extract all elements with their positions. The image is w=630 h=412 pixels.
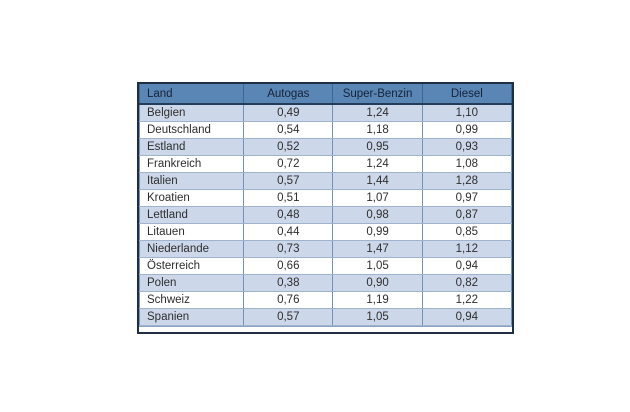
value-cell: 1,18 [332,120,423,139]
country-cell: Deutschland [138,120,245,139]
value-cell: 0,98 [332,205,423,224]
value-cell: 1,47 [332,239,423,258]
country-cell: Polen [138,273,245,292]
country-cell: Niederlande [138,239,245,258]
value-cell: 1,24 [332,154,423,173]
header-cell-diesel: Diesel [421,84,513,105]
value-cell: 0,73 [243,239,334,258]
table-row: Österreich 0,66 1,05 0,94 [138,256,513,275]
fuel-price-table: Land Autogas Super-Benzin Diesel Belgien… [138,84,513,326]
empty-footer-row [139,325,512,332]
value-cell: 0,38 [243,273,334,292]
fuel-price-table-container: Land Autogas Super-Benzin Diesel Belgien… [137,82,514,334]
table-row: Italien 0,57 1,44 1,28 [138,171,513,190]
value-cell: 0,49 [243,103,334,122]
value-cell: 0,52 [243,137,334,156]
value-cell: 1,10 [421,103,513,122]
header-cell-super-benzin: Super-Benzin [332,84,423,105]
table-row: Litauen 0,44 0,99 0,85 [138,222,513,241]
value-cell: 0,99 [332,222,423,241]
value-cell: 0,94 [421,256,513,275]
table-body: Belgien 0,49 1,24 1,10 Deutschland 0,54 … [138,103,513,326]
country-cell: Österreich [138,256,245,275]
table-row: Niederlande 0,73 1,47 1,12 [138,239,513,258]
value-cell: 0,51 [243,188,334,207]
country-cell: Spanien [138,307,245,326]
value-cell: 0,66 [243,256,334,275]
value-cell: 0,94 [421,307,513,326]
header-row: Land Autogas Super-Benzin Diesel [138,84,513,105]
value-cell: 0,82 [421,273,513,292]
value-cell: 0,76 [243,290,334,309]
header-cell-autogas: Autogas [243,84,334,105]
table-row: Spanien 0,57 1,05 0,94 [138,307,513,326]
country-cell: Belgien [138,103,245,122]
value-cell: 0,97 [421,188,513,207]
table-row: Polen 0,38 0,90 0,82 [138,273,513,292]
value-cell: 0,54 [243,120,334,139]
table-row: Deutschland 0,54 1,18 0,99 [138,120,513,139]
country-cell: Estland [138,137,245,156]
table-row: Frankreich 0,72 1,24 1,08 [138,154,513,173]
value-cell: 0,48 [243,205,334,224]
table-row: Schweiz 0,76 1,19 1,22 [138,290,513,309]
country-cell: Lettland [138,205,245,224]
value-cell: 0,85 [421,222,513,241]
table-row: Lettland 0,48 0,98 0,87 [138,205,513,224]
table-row: Kroatien 0,51 1,07 0,97 [138,188,513,207]
value-cell: 1,22 [421,290,513,309]
value-cell: 0,95 [332,137,423,156]
value-cell: 0,57 [243,307,334,326]
value-cell: 0,87 [421,205,513,224]
value-cell: 1,12 [421,239,513,258]
value-cell: 1,07 [332,188,423,207]
value-cell: 0,57 [243,171,334,190]
country-cell: Schweiz [138,290,245,309]
value-cell: 0,93 [421,137,513,156]
country-cell: Italien [138,171,245,190]
header-cell-land: Land [138,84,245,105]
value-cell: 0,72 [243,154,334,173]
value-cell: 0,90 [332,273,423,292]
value-cell: 1,05 [332,307,423,326]
table-header: Land Autogas Super-Benzin Diesel [138,84,513,105]
value-cell: 1,08 [421,154,513,173]
country-cell: Kroatien [138,188,245,207]
table-row: Estland 0,52 0,95 0,93 [138,137,513,156]
value-cell: 0,99 [421,120,513,139]
value-cell: 1,19 [332,290,423,309]
value-cell: 0,44 [243,222,334,241]
value-cell: 1,05 [332,256,423,275]
country-cell: Litauen [138,222,245,241]
country-cell: Frankreich [138,154,245,173]
value-cell: 1,24 [332,103,423,122]
table-row: Belgien 0,49 1,24 1,10 [138,103,513,122]
value-cell: 1,28 [421,171,513,190]
value-cell: 1,44 [332,171,423,190]
